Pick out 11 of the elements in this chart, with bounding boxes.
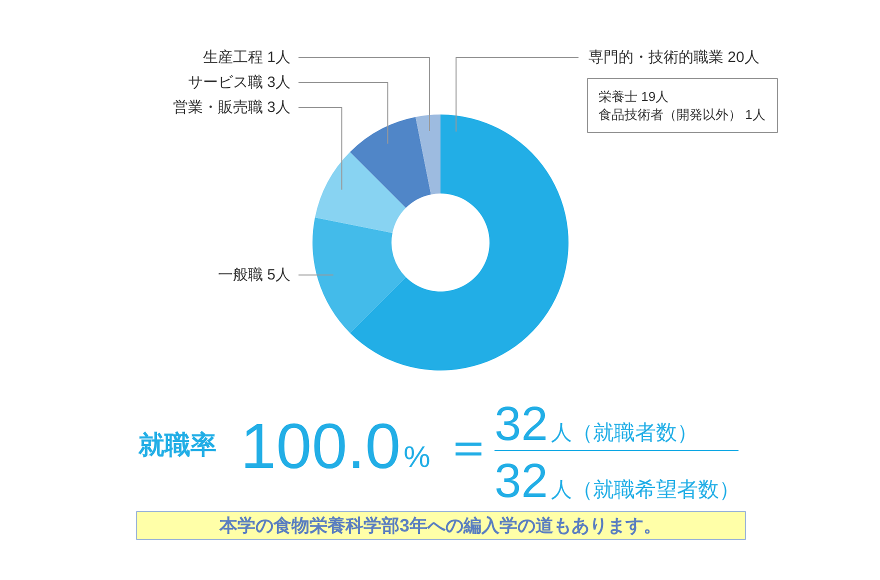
text: 100.0% xyxy=(240,410,430,482)
slice-label: 生産工程 1人 xyxy=(202,49,291,66)
slice-label: 専門的・技術的職業 20人 xyxy=(588,49,760,66)
text: 栄養士 19人 xyxy=(598,89,669,104)
text: 食品技術者（開発以外） 1人 xyxy=(598,107,766,122)
text: 就職率 xyxy=(138,430,216,460)
text: ＝ xyxy=(444,418,494,474)
slice-label: サービス職 3人 xyxy=(188,74,291,91)
text: 本学の食物栄養科学部3年への編入学の道もあります。 xyxy=(218,516,662,536)
slice-label: 営業・販売職 3人 xyxy=(172,99,291,116)
slice-label: 一般職 5人 xyxy=(218,266,291,284)
